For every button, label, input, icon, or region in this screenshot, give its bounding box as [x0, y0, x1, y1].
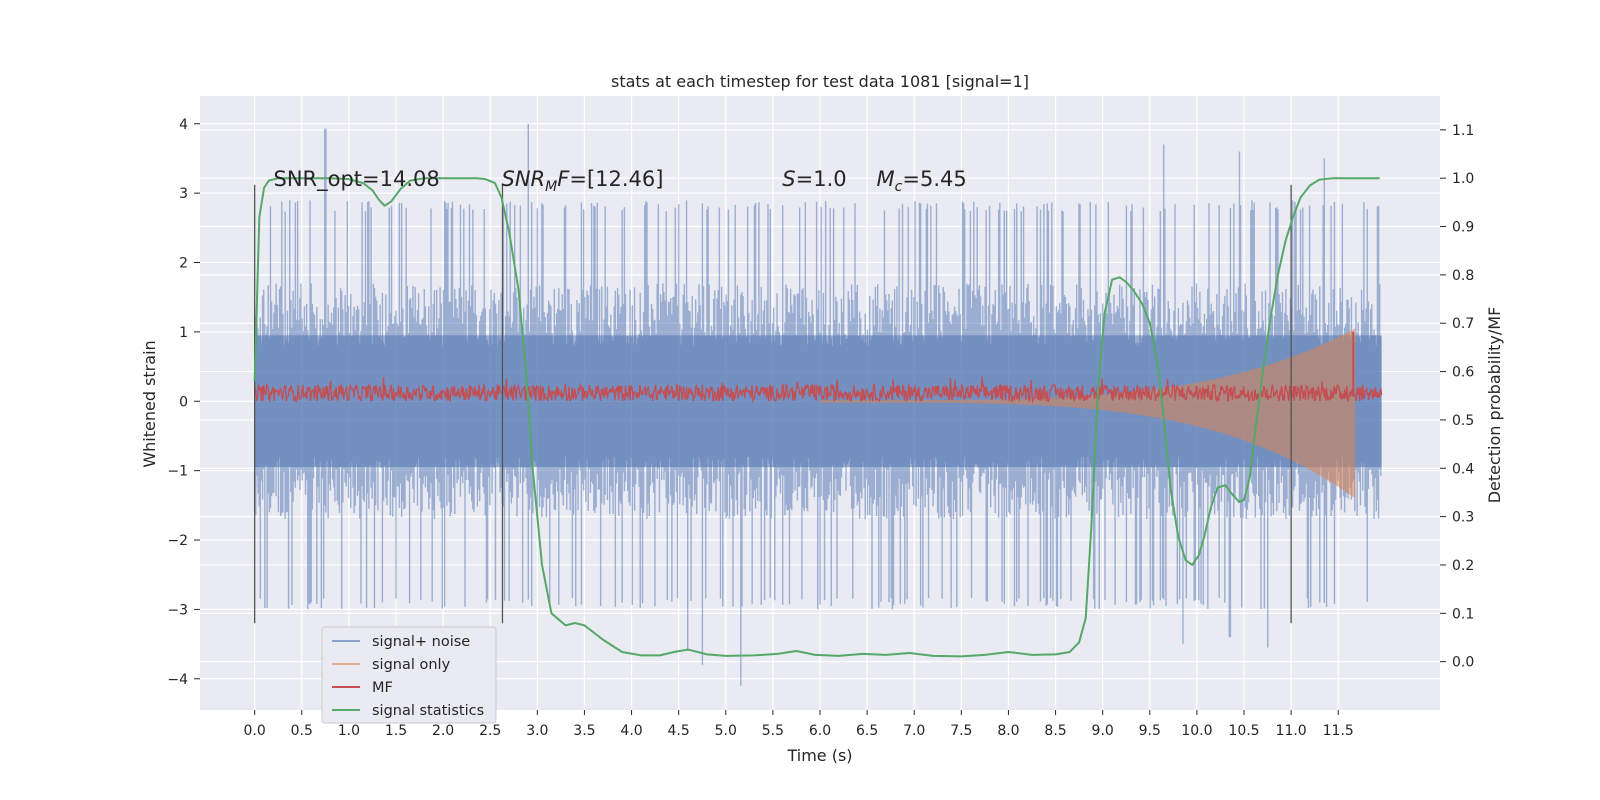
chart-title: stats at each timestep for test data 108… [611, 72, 1029, 91]
signal-statistics-line [253, 177, 1380, 658]
y2-tick-label: 0.7 [1452, 316, 1474, 332]
y2-tick-label: 0.4 [1452, 461, 1474, 477]
y-tick-label: 4 [179, 117, 188, 133]
annotation: SNR_opt=14.08 [273, 167, 439, 192]
y2-tick-label: 0.2 [1452, 558, 1474, 574]
x-tick-label: 6.0 [809, 723, 831, 739]
y-axis-ticks: 4 3 2 1 0 −1 −2 −3 −4 [167, 117, 200, 688]
x-tick-label: 1.5 [385, 723, 407, 739]
x-tick-label: 7.0 [903, 723, 925, 739]
x-tick-label: 4.0 [620, 723, 642, 739]
y2-tick-label: 0.5 [1452, 413, 1474, 429]
legend-label-signal-statistics: signal statistics [372, 703, 484, 719]
legend-label-mf: MF [372, 680, 393, 696]
x-tick-label: 8.0 [997, 723, 1019, 739]
annotation: Mc=5.45 [877, 167, 967, 195]
x-tick-label: 4.5 [668, 723, 690, 739]
x-tick-label: 0.0 [244, 723, 266, 739]
y-tick-label: −3 [167, 602, 188, 618]
x-tick-label: 9.5 [1139, 723, 1161, 739]
y2-tick-label: 1.1 [1452, 123, 1474, 139]
x-tick-label: 1.0 [338, 723, 360, 739]
legend-label-signal-only: signal only [372, 657, 451, 673]
annotation: S=1.0 [782, 167, 846, 191]
x-tick-label: 2.5 [479, 723, 501, 739]
x-axis-ticks: 0.0 0.5 1.0 1.5 2.0 2.5 3.0 3.5 4.0 4.5 5.0 5.5 6.0 6… [244, 710, 1354, 739]
x-tick-label: 11.5 [1323, 723, 1354, 739]
x-tick-label: 8.5 [1044, 723, 1066, 739]
x-tick-label: 2.0 [432, 723, 454, 739]
y-tick-label: −4 [167, 672, 188, 688]
vertical-markers [254, 184, 1292, 624]
mf-series [254, 331, 1383, 404]
x-tick-label: 5.0 [715, 723, 737, 739]
signal-statistics-series [253, 177, 1380, 658]
x-tick-label: 0.5 [291, 723, 313, 739]
x-tick-label: 7.5 [950, 723, 972, 739]
legend-box [321, 626, 497, 724]
x-tick-label: 10.0 [1181, 723, 1212, 739]
y-tick-label: 1 [179, 325, 188, 341]
x-tick-label: 9.0 [1092, 723, 1114, 739]
y2-tick-label: 0.0 [1452, 655, 1474, 671]
x-tick-label: 3.5 [573, 723, 595, 739]
y-tick-label: 0 [179, 394, 188, 410]
y2-tick-label: 0.1 [1452, 606, 1474, 622]
y2-axis-label: Detection probability/MF [1485, 307, 1504, 504]
x-tick-label: 6.5 [856, 723, 878, 739]
legend-label-signal-plus-noise: signal+ noise [372, 634, 470, 650]
x-axis-label: Time (s) [786, 746, 852, 765]
y-tick-label: 2 [179, 256, 188, 272]
x-tick-label: 10.5 [1228, 723, 1259, 739]
y-tick-label: 3 [179, 186, 188, 202]
y2-axis-ticks: 1.1 1.0 0.9 0.8 0.7 0.6 0.5 0.4 0.3 0.2 0.1 0.0 [1440, 123, 1474, 671]
y-axis-label: Whitened strain [140, 340, 159, 467]
x-tick-label: 11.0 [1276, 723, 1307, 739]
legend: signal+ noise signal only MF signal stat… [321, 626, 497, 724]
y2-tick-label: 0.8 [1452, 268, 1474, 284]
y2-tick-label: 0.6 [1452, 365, 1474, 381]
x-tick-label: 3.0 [526, 723, 548, 739]
y2-tick-label: 1.0 [1452, 171, 1474, 187]
y-tick-label: −2 [167, 533, 188, 549]
annotations: SNR_opt=14.08 SNRMF=[12.46] S=1.0 Mc=5.45 [273, 167, 966, 195]
annotation: SNRMF=[12.46] [502, 167, 664, 195]
x-tick-label: 5.5 [762, 723, 784, 739]
y2-tick-label: 0.3 [1452, 510, 1474, 526]
signal-only-series [820, 304, 1356, 528]
signal-only-envelope [820, 304, 1356, 528]
mf-trace [254, 376, 1383, 404]
y2-tick-label: 0.9 [1452, 220, 1474, 236]
y-tick-label: −1 [167, 464, 188, 480]
